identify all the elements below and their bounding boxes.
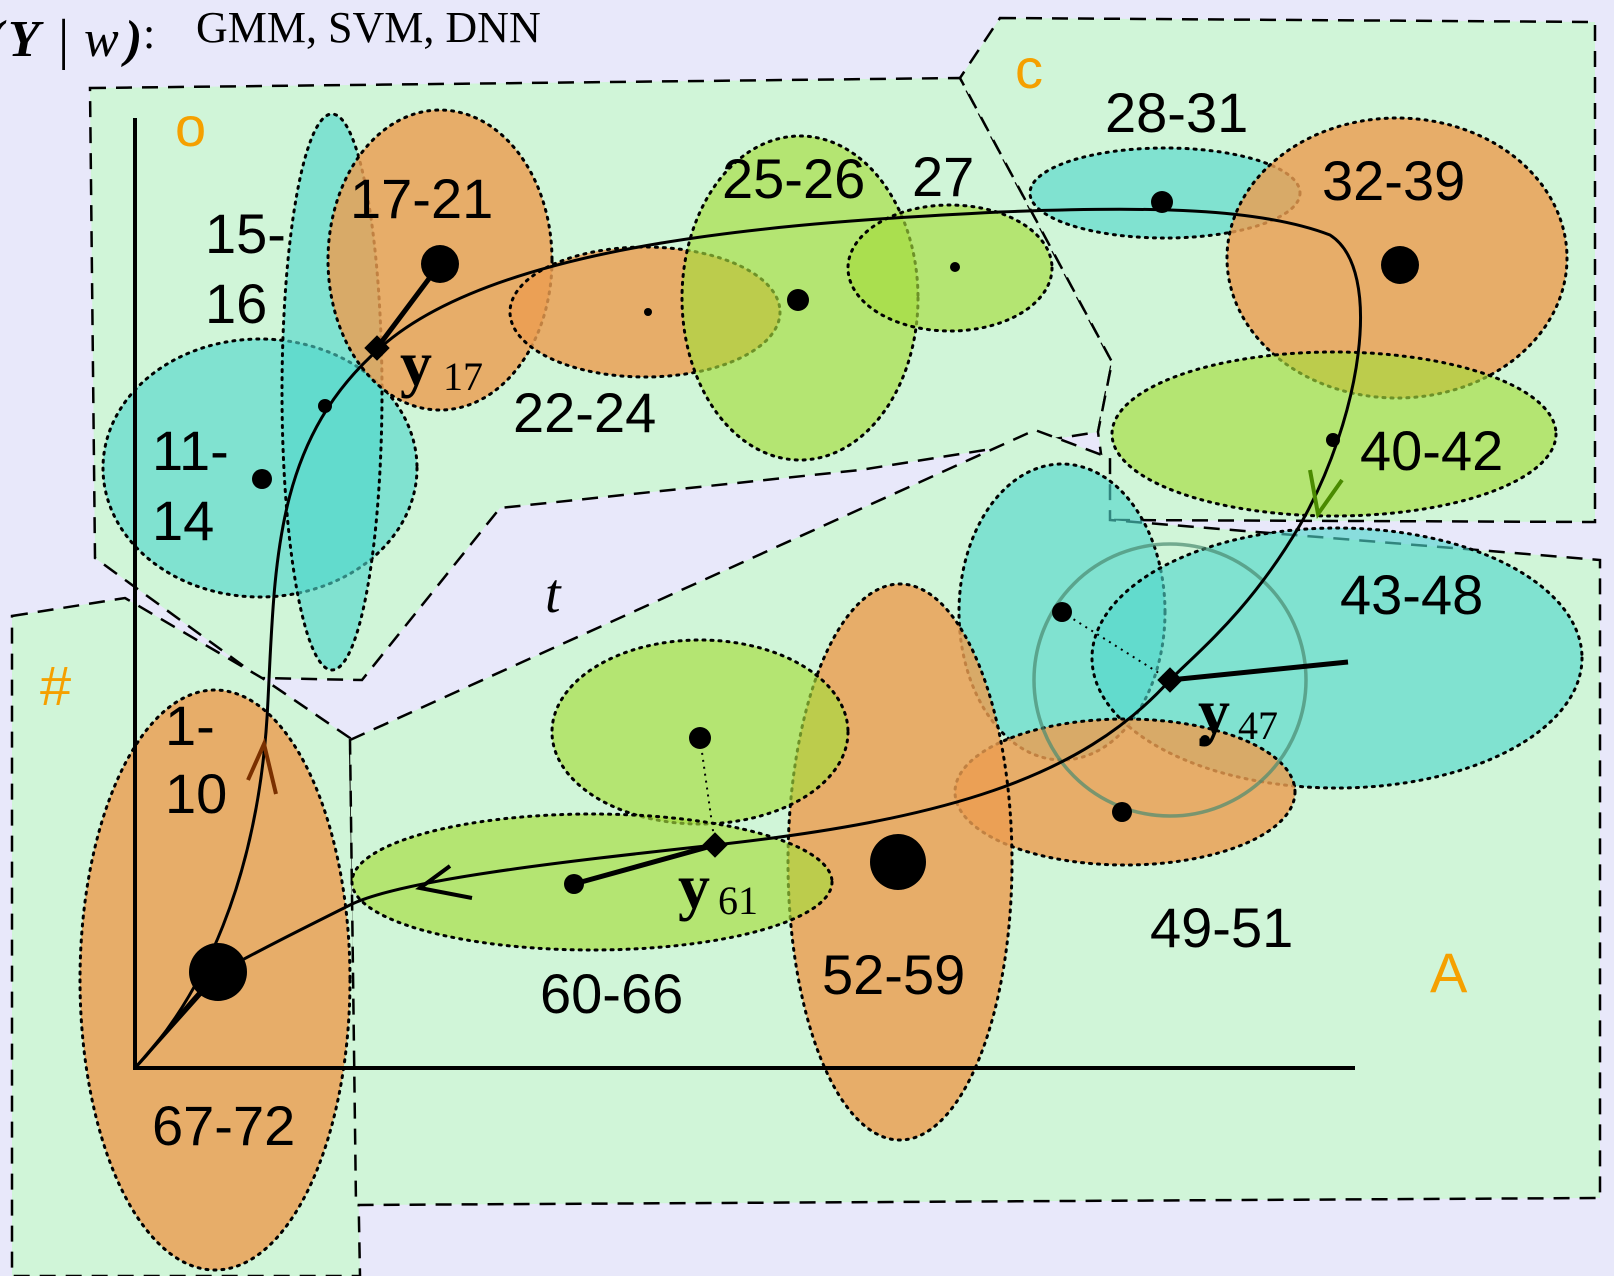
point-y17 — [364, 335, 390, 361]
phoneme-a: A — [1430, 941, 1468, 1004]
time-axis-label: t — [545, 563, 562, 625]
formula-colon: : — [143, 9, 155, 58]
label-15-16-a: 15- — [205, 202, 286, 265]
model-list: GMM, SVM, DNN — [196, 3, 541, 52]
formula-close: ) — [121, 11, 142, 68]
label-22-24: 22-24 — [513, 381, 656, 444]
label-32-39: 32-39 — [1322, 149, 1465, 212]
label-y47: y — [1198, 676, 1230, 747]
label-15-16-b: 16 — [205, 272, 267, 335]
label-1-10-b: 10 — [165, 762, 227, 825]
label-1-10-a: 1- — [165, 694, 215, 757]
arrow-left-60-66 — [415, 864, 473, 900]
gaussian-ellipses — [78, 108, 1584, 1272]
label-27: 27 — [912, 145, 974, 208]
link-y61 — [573, 842, 716, 887]
mean-27 — [950, 262, 960, 272]
label-43-48: 43-48 — [1340, 563, 1483, 626]
label-25-26: 25-26 — [722, 147, 865, 210]
phoneme-c: c — [1015, 37, 1043, 100]
ellipse-60-66 — [350, 812, 834, 952]
mean-1-10 — [189, 943, 247, 1001]
mean-60-66 — [564, 874, 584, 894]
observation-labels: y 17 y 47 y 61 t — [400, 328, 1278, 923]
mean-32-39 — [1381, 246, 1419, 284]
label-67-72: 67-72 — [152, 1094, 295, 1157]
mean-43-48-left — [1052, 602, 1072, 622]
mean-11-14 — [252, 469, 272, 489]
label-60-66: 60-66 — [540, 962, 683, 1025]
header: ( Y | w ) : GMM, SVM, DNN — [0, 3, 541, 71]
mean-15-16 — [318, 399, 332, 413]
arrow-up-1-10 — [246, 737, 278, 795]
gaussian-means — [189, 191, 1419, 1001]
formula-bar: | — [58, 9, 69, 71]
label-40-42: 40-42 — [1360, 419, 1503, 482]
label-52-59: 52-59 — [822, 943, 965, 1006]
ellipse-49-51 — [953, 717, 1297, 867]
formula-open: ( — [0, 11, 7, 68]
label-y61-sub: 61 — [718, 878, 758, 923]
label-11-14-a: 11- — [152, 419, 229, 482]
label-y61: y — [678, 851, 710, 922]
link-y47 — [1169, 659, 1349, 683]
mean-49-51 — [1112, 802, 1132, 822]
label-17-21: 17-21 — [350, 167, 493, 230]
phoneme-o: o — [175, 95, 206, 158]
mean-22-24 — [644, 308, 652, 316]
label-28-31: 28-31 — [1105, 81, 1248, 144]
label-y17: y — [400, 328, 432, 399]
link-y47-dotted — [1061, 611, 1171, 681]
label-y17-sub: 17 — [443, 354, 483, 399]
mean-17-21 — [421, 245, 459, 283]
covariance-circle-47 — [1032, 542, 1308, 818]
label-11-14-b: 14 — [152, 489, 214, 552]
ellipse-27 — [846, 203, 1054, 333]
mean-43-48-right — [1200, 735, 1210, 745]
label-49-51: 49-51 — [1150, 896, 1293, 959]
mean-40-42 — [1326, 433, 1340, 447]
formula-given: w — [84, 11, 119, 68]
mean-upper-61 — [689, 727, 711, 749]
mean-28-31 — [1151, 191, 1173, 213]
mean-52-59 — [870, 834, 926, 890]
axes — [133, 118, 1355, 1070]
phoneme-hash: # — [40, 654, 71, 717]
phoneme-labels: o c # A — [40, 37, 1468, 1004]
mean-25-26 — [787, 289, 809, 311]
label-y47-sub: 47 — [1238, 703, 1278, 748]
ellipse-43-48-right — [1090, 526, 1584, 790]
point-y61 — [702, 832, 728, 858]
frame-labels: 15- 16 17-21 11- 14 22-24 25-26 27 28-31… — [152, 81, 1503, 1157]
arrow-down-40-42 — [1308, 469, 1344, 520]
formula-symbol: Y — [8, 11, 44, 68]
trajectory-curve — [133, 207, 1362, 1070]
